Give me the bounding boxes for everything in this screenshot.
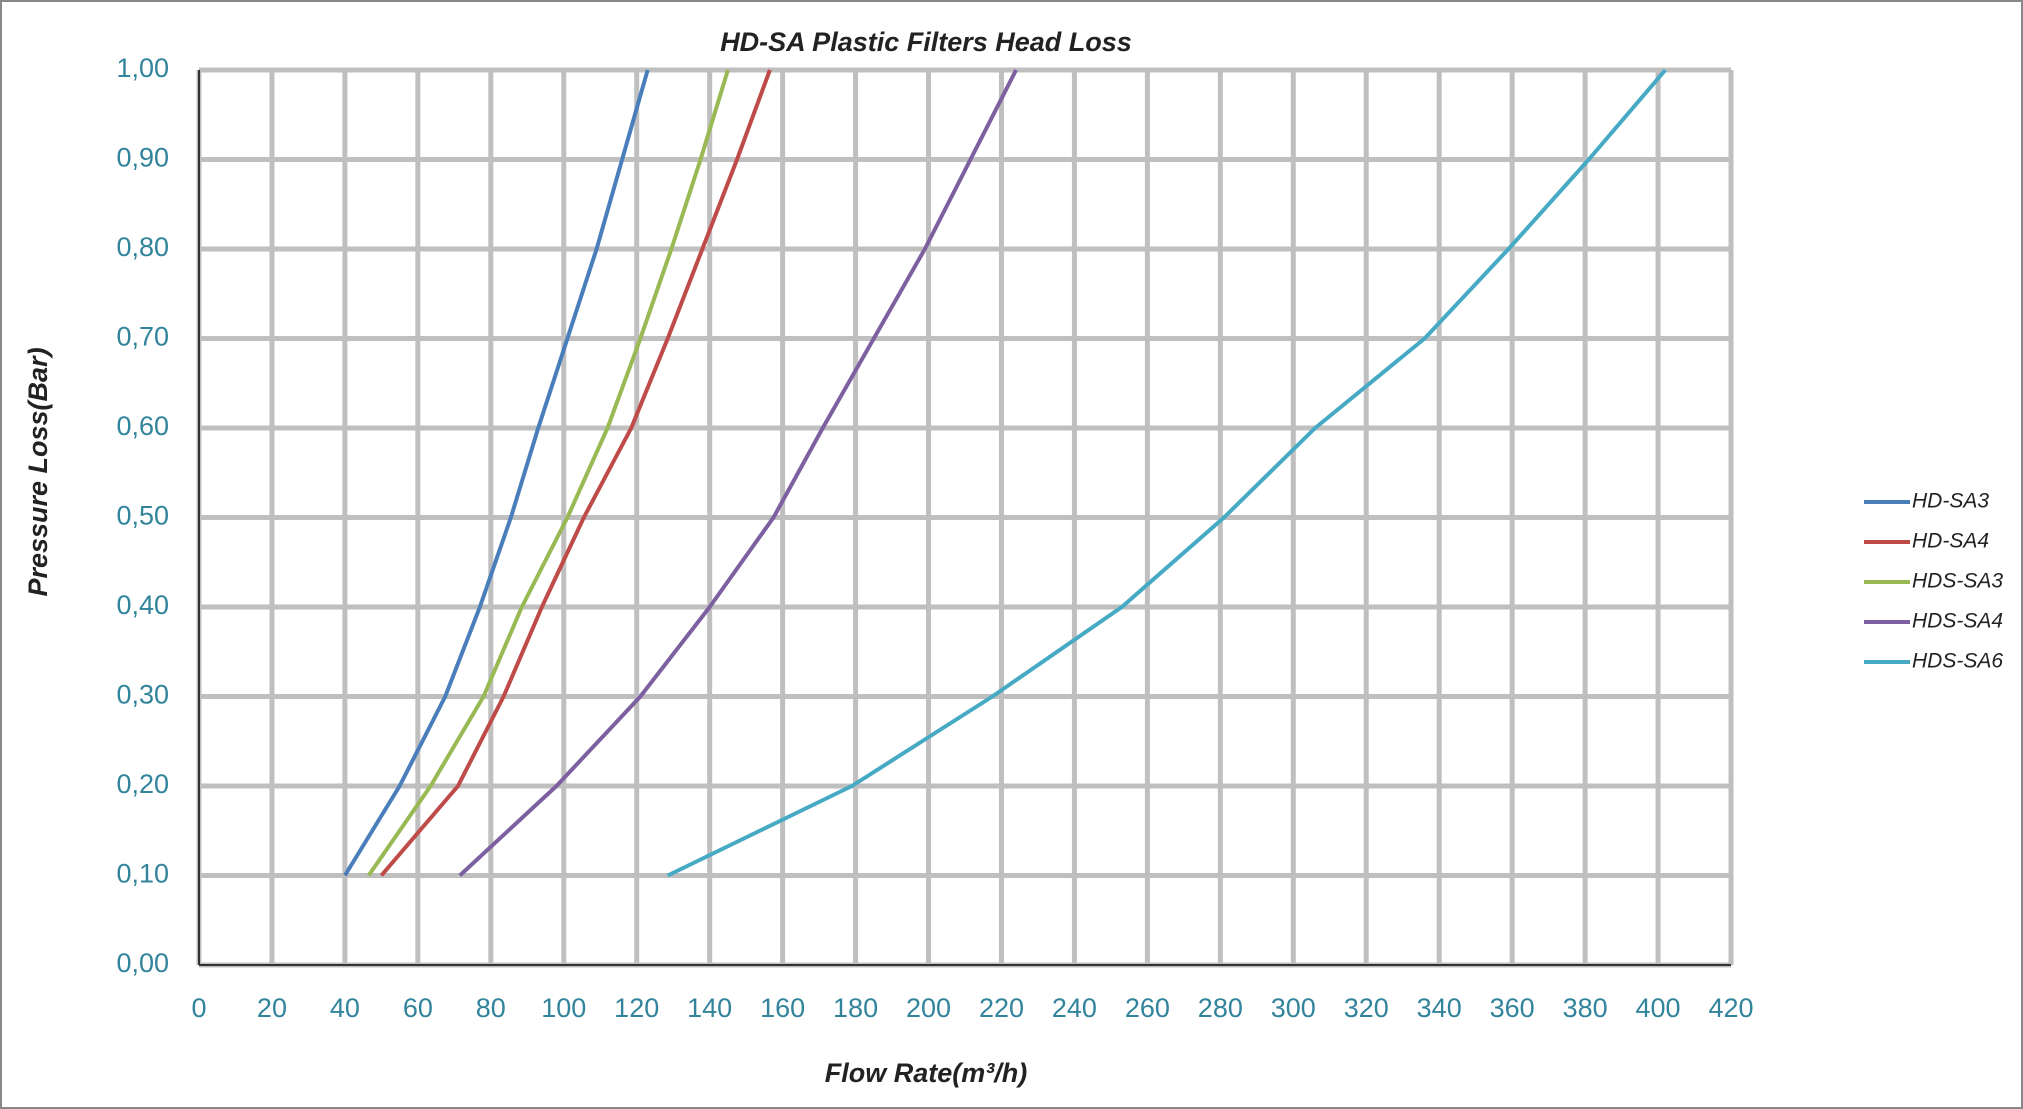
- x-tick-label: 40: [330, 993, 360, 1023]
- y-tick-label: 0,40: [116, 590, 169, 620]
- x-tick-label: 240: [1052, 993, 1097, 1023]
- x-axis-label: Flow Rate(m³/h): [825, 1058, 1028, 1088]
- x-tick-label: 420: [1708, 993, 1753, 1023]
- x-tick-label: 20: [257, 993, 287, 1023]
- x-tick-label: 220: [979, 993, 1024, 1023]
- series-line: [379, 69, 772, 877]
- y-tick-label: 1,00: [116, 53, 169, 83]
- series-line: [343, 69, 650, 877]
- legend-label: HD-SA4: [1912, 530, 1989, 553]
- y-tick-label: 0,10: [116, 859, 169, 889]
- x-tick-label: 280: [1198, 993, 1243, 1023]
- x-tick-label: 320: [1344, 993, 1389, 1023]
- series-line: [458, 69, 1018, 877]
- y-axis-label: Pressure Loss(Bar): [23, 347, 53, 596]
- legend-label: HDS-SA4: [1912, 610, 2003, 633]
- y-tick-label: 0,20: [116, 769, 169, 799]
- series-line: [666, 68, 1667, 878]
- x-tick-label: 340: [1417, 993, 1462, 1023]
- y-tick-label: 0,70: [116, 322, 169, 352]
- x-tick-label: 180: [833, 993, 878, 1023]
- y-tick-label: 0,60: [116, 411, 169, 441]
- chart-title: HD-SA Plastic Filters Head Loss: [720, 27, 1132, 57]
- x-tick-label: 0: [191, 993, 206, 1023]
- x-tick-label: 80: [476, 993, 506, 1023]
- y-tick-label: 0,80: [116, 232, 169, 262]
- x-tick-label: 300: [1271, 993, 1316, 1023]
- series-line: [366, 69, 730, 877]
- x-tick-label: 160: [760, 993, 805, 1023]
- y-tick-label: 0,90: [116, 143, 169, 173]
- legend-label: HDS-SA3: [1912, 570, 2003, 593]
- x-tick-label: 140: [687, 993, 732, 1023]
- legend-label: HD-SA3: [1912, 490, 1989, 513]
- x-tick-label: 360: [1490, 993, 1535, 1023]
- x-tick-label: 400: [1636, 993, 1681, 1023]
- legend-label: HDS-SA6: [1912, 650, 2003, 673]
- y-tick-label: 0,30: [116, 680, 169, 710]
- x-tick-label: 120: [614, 993, 659, 1023]
- x-tick-label: 100: [541, 993, 586, 1023]
- x-tick-label: 200: [906, 993, 951, 1023]
- x-tick-label: 60: [403, 993, 433, 1023]
- y-tick-label: 0,50: [116, 501, 169, 531]
- y-tick-label: 0,00: [116, 948, 169, 978]
- x-tick-label: 380: [1563, 993, 1608, 1023]
- x-tick-label: 260: [1125, 993, 1170, 1023]
